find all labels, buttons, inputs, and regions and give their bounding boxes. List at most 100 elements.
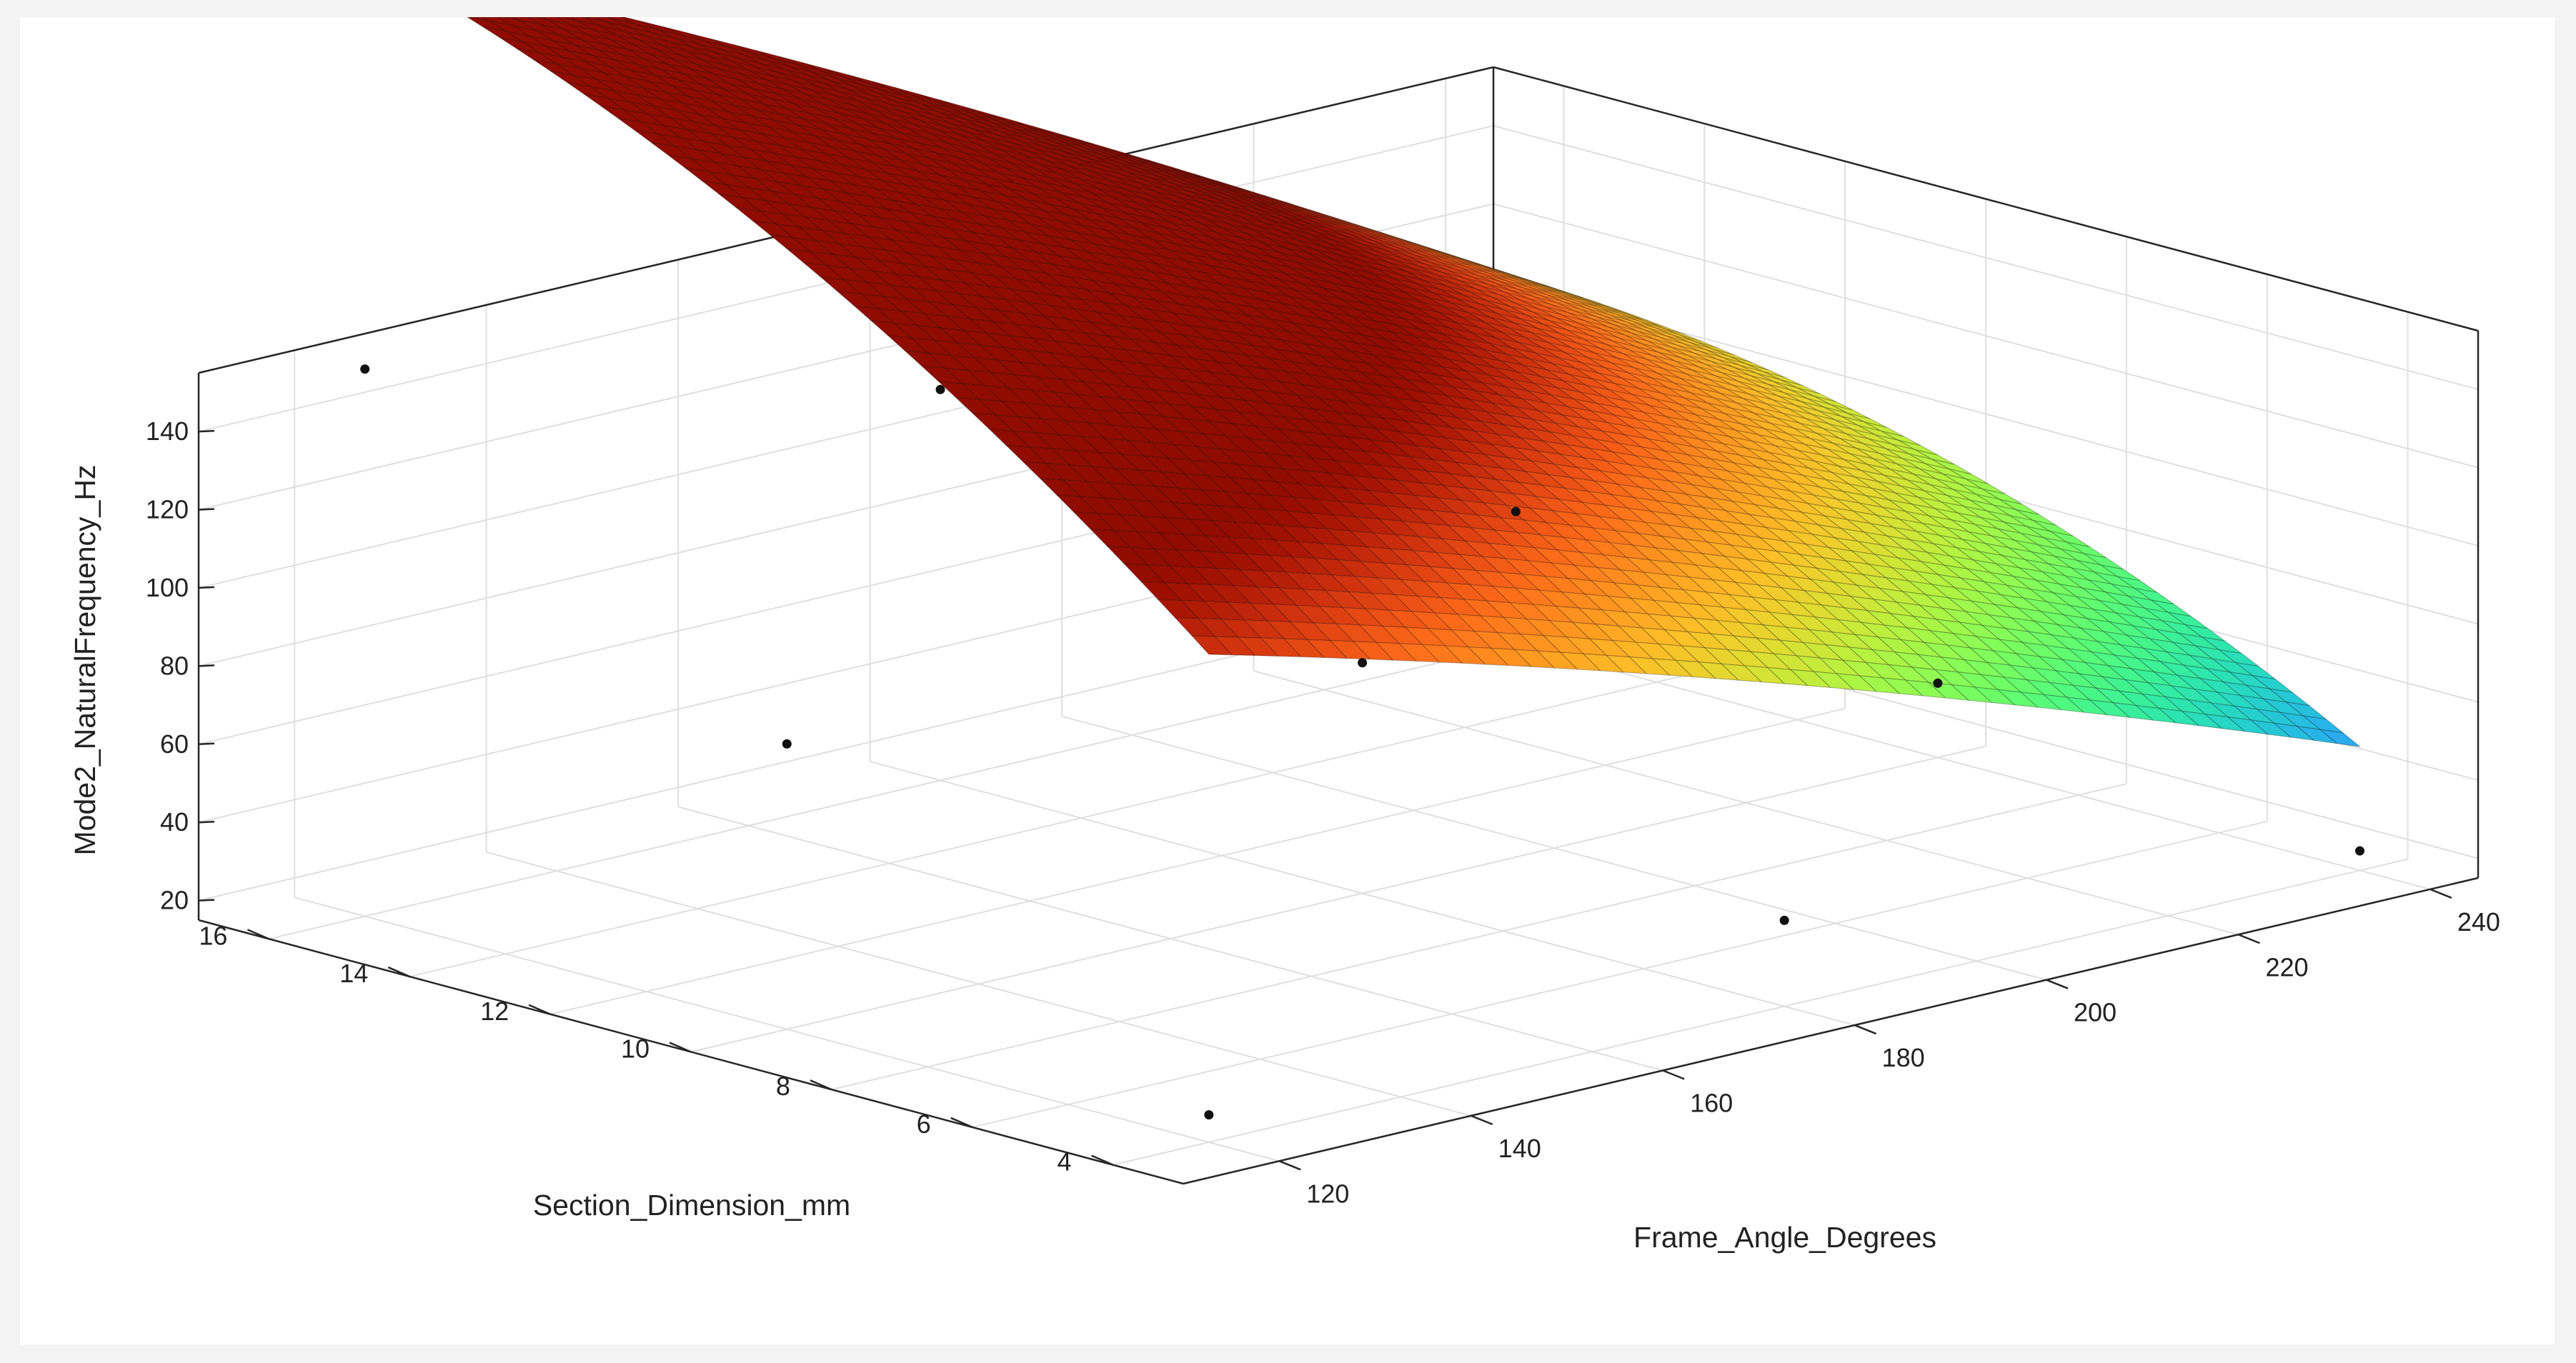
surface-patch — [1442, 484, 1485, 504]
surface-patch — [1219, 195, 1260, 211]
surface-patch — [1638, 388, 1679, 404]
surface-patch — [916, 324, 959, 344]
surface-patch — [1125, 499, 1168, 519]
surface-patch — [1348, 530, 1391, 549]
surface-patch — [1948, 468, 1989, 485]
surface-patch — [1198, 179, 1238, 194]
surface-patch — [985, 332, 1028, 351]
surface-patch — [1215, 361, 1258, 379]
surface-patch — [1451, 302, 1492, 319]
surface-patch — [1704, 591, 1748, 611]
surface-patch — [791, 237, 835, 255]
surface-patch — [1370, 592, 1413, 612]
surface-patch — [1251, 344, 1293, 362]
surface-patch — [2187, 699, 2229, 718]
surface-patch — [1213, 291, 1254, 308]
surface-patch — [1445, 306, 1486, 323]
surface-patch — [1354, 224, 1395, 238]
surface-patch — [2172, 641, 2213, 659]
surface-patch — [1433, 253, 1473, 268]
surface-patch — [2085, 617, 2129, 636]
surface-patch — [865, 81, 905, 97]
surface-patch — [1061, 192, 1102, 209]
surface-patch — [1629, 597, 1672, 616]
surface-patch — [892, 200, 933, 217]
surface-patch — [1836, 619, 1879, 638]
surface-patch — [1385, 339, 1426, 356]
surface-patch — [958, 157, 999, 174]
surface-patch — [2134, 704, 2177, 724]
surface-patch — [1109, 424, 1152, 443]
surface-patch — [1858, 675, 1901, 694]
surface-patch — [1355, 516, 1398, 536]
surface-patch — [2047, 601, 2087, 619]
grid-line-x — [549, 707, 1846, 1015]
surface-patch — [927, 352, 970, 371]
surface-patch — [1492, 402, 1533, 420]
surface-patch — [1339, 448, 1383, 466]
tick-mark — [669, 1042, 692, 1053]
data-point — [1933, 678, 1943, 688]
surface-patch — [1279, 251, 1320, 268]
surface-patch — [1381, 417, 1424, 436]
surface-patch — [747, 93, 787, 109]
surface-patch — [1857, 541, 1899, 559]
surface-patch — [1276, 217, 1317, 233]
surface-patch — [1239, 237, 1280, 254]
surface-patch — [1743, 665, 1786, 684]
surface-patch — [1156, 263, 1197, 280]
surface-patch — [1270, 440, 1313, 459]
y-tick-label: 240 — [2457, 907, 2500, 937]
surface-patch — [1822, 428, 1863, 444]
surface-patch — [760, 169, 801, 186]
surface-patch — [1511, 379, 1552, 396]
surface-patch — [1080, 178, 1120, 194]
surface-patch — [1548, 287, 1588, 302]
surface-patch — [1379, 465, 1422, 484]
surface-patch — [2107, 664, 2149, 684]
surface-patch — [1039, 478, 1081, 497]
surface-patch — [1770, 516, 1814, 535]
surface-patch — [1125, 189, 1166, 205]
surface-patch — [1363, 404, 1407, 422]
surface-patch — [1396, 358, 1436, 376]
surface-patch — [1463, 294, 1504, 311]
surface-patch — [1734, 366, 1774, 382]
surface-patch — [1376, 577, 1419, 597]
surface-patch — [1121, 174, 1162, 189]
surface-patch — [949, 122, 990, 138]
surface-patch — [1100, 154, 1140, 169]
surface-patch — [1445, 254, 1486, 269]
surface-patch — [1490, 647, 1533, 667]
surface-patch — [1358, 624, 1401, 644]
surface-patch — [1664, 629, 1706, 649]
surface-patch — [1665, 574, 1708, 593]
surface-patch — [1692, 617, 1735, 636]
surface-patch — [963, 282, 1007, 301]
surface-patch — [1733, 462, 1774, 479]
surface-patch — [902, 132, 943, 149]
surface-patch — [1920, 561, 1961, 579]
surface-patch — [1032, 125, 1073, 140]
x-tick-label: 4 — [1058, 1147, 1072, 1177]
surface-patch — [707, 78, 747, 94]
surface-patch — [1269, 494, 1312, 514]
tick-mark — [1471, 1114, 1493, 1126]
surface-patch — [1229, 477, 1272, 496]
surface-patch — [1261, 367, 1304, 386]
tick-mark — [528, 1004, 551, 1015]
surface-patch — [2203, 713, 2247, 732]
surface-patch — [1292, 496, 1335, 516]
surface-patch — [1017, 158, 1058, 174]
surface-patch — [684, 167, 727, 186]
surface-patch — [1201, 433, 1244, 452]
surface-patch — [1188, 325, 1230, 343]
grid-line-x — [690, 745, 1986, 1053]
surface-patch — [728, 111, 769, 128]
surface-patch — [1334, 226, 1375, 242]
surface-patch — [771, 191, 812, 208]
surface-patch — [986, 184, 1027, 200]
surface-patch — [1115, 284, 1155, 301]
surface-patch — [1184, 294, 1225, 312]
surface-patch — [967, 369, 1010, 389]
